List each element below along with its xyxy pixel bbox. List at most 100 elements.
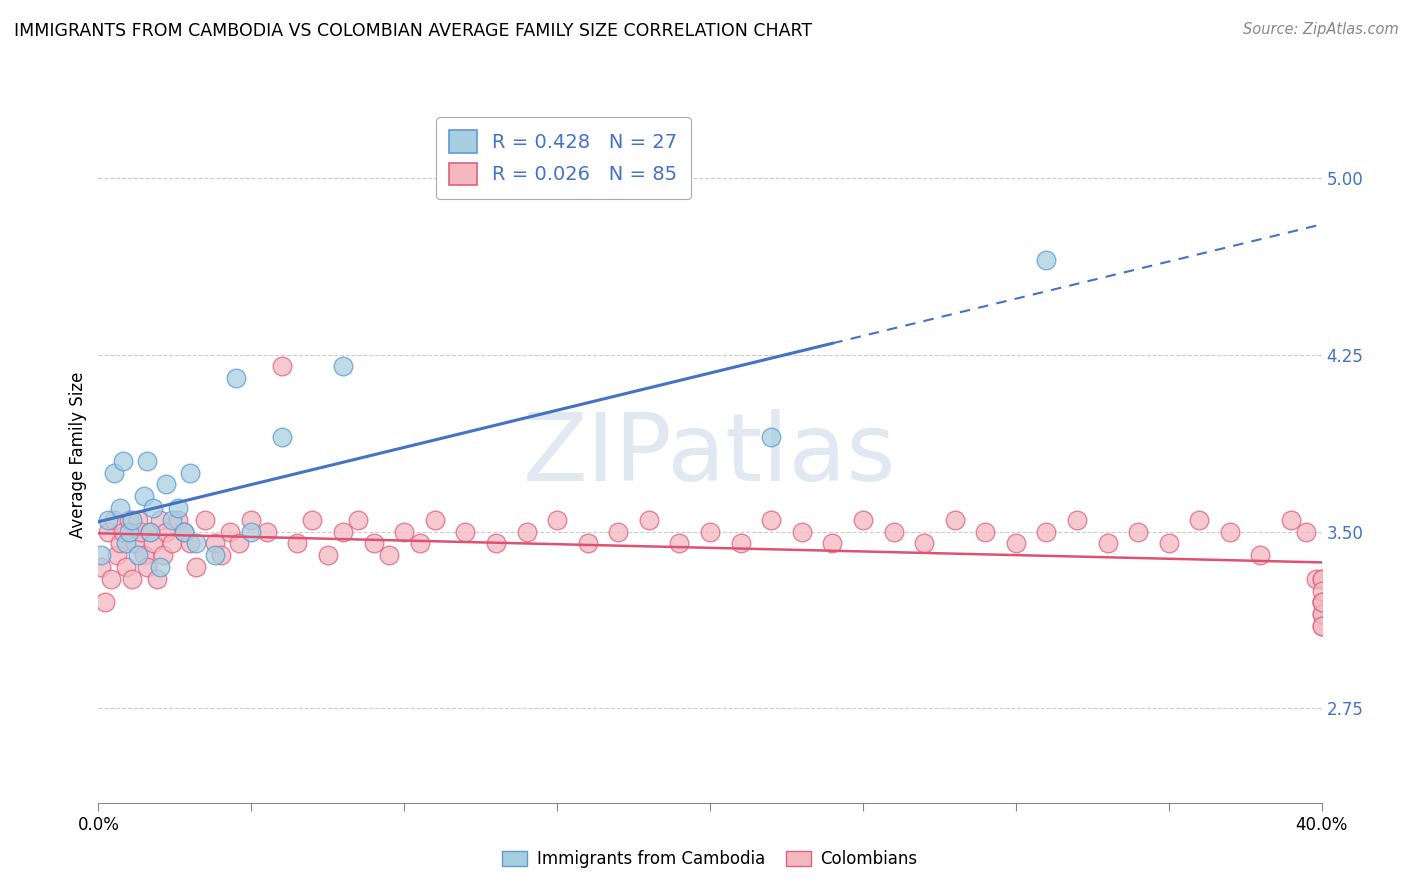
Point <box>90 560 112 574</box>
Point <box>256 524 278 539</box>
Point <box>821 536 844 550</box>
Point <box>974 524 997 539</box>
Point <box>124 536 146 550</box>
Point <box>111 524 134 539</box>
Point <box>1310 595 1333 609</box>
Point <box>118 524 141 539</box>
Point <box>136 454 159 468</box>
Point <box>516 524 538 539</box>
Point <box>105 548 128 562</box>
Point <box>155 524 177 539</box>
Point <box>316 548 339 562</box>
Point <box>759 430 782 444</box>
Point <box>1310 595 1333 609</box>
Point <box>136 560 159 574</box>
Point <box>285 536 308 550</box>
Point <box>108 500 131 515</box>
Point <box>139 524 162 539</box>
Point <box>1035 253 1057 268</box>
Point <box>270 430 292 444</box>
Point <box>149 513 172 527</box>
Point <box>454 524 477 539</box>
Point <box>115 536 138 550</box>
Point <box>1310 572 1333 586</box>
Point <box>1249 548 1271 562</box>
Point <box>134 489 156 503</box>
Point <box>127 513 149 527</box>
Point <box>160 513 183 527</box>
Text: ZIPatlas: ZIPatlas <box>523 409 897 501</box>
Point <box>668 536 690 550</box>
Point <box>129 524 152 539</box>
Point <box>209 548 232 562</box>
Point <box>118 513 141 527</box>
Point <box>392 524 416 539</box>
Point <box>103 513 125 527</box>
Point <box>204 548 226 562</box>
Point <box>1097 536 1119 550</box>
Text: IMMIGRANTS FROM CAMBODIA VS COLOMBIAN AVERAGE FAMILY SIZE CORRELATION CHART: IMMIGRANTS FROM CAMBODIA VS COLOMBIAN AV… <box>14 22 813 40</box>
Point <box>378 548 401 562</box>
Point <box>1128 524 1150 539</box>
Point <box>1066 513 1088 527</box>
Point <box>1310 619 1333 633</box>
Point <box>167 513 190 527</box>
Point <box>1310 607 1333 621</box>
Point <box>115 560 138 574</box>
Point <box>93 595 115 609</box>
Point <box>240 513 263 527</box>
Point <box>1295 524 1317 539</box>
Point <box>142 536 165 550</box>
Point <box>134 548 156 562</box>
Point <box>1219 524 1241 539</box>
Point <box>759 513 782 527</box>
Point <box>145 572 167 586</box>
Point <box>228 536 250 550</box>
Point <box>225 371 247 385</box>
Point <box>97 524 120 539</box>
Point <box>121 572 143 586</box>
Point <box>219 524 242 539</box>
Point <box>179 466 201 480</box>
Point <box>1310 595 1333 609</box>
Point <box>1310 572 1333 586</box>
Legend: Immigrants from Cambodia, Colombians: Immigrants from Cambodia, Colombians <box>496 843 924 874</box>
Point <box>1157 536 1180 550</box>
Point <box>1279 513 1302 527</box>
Point <box>576 536 599 550</box>
Point <box>1310 583 1333 598</box>
Point <box>332 524 354 539</box>
Point <box>546 513 568 527</box>
Point <box>1310 607 1333 621</box>
Point <box>186 560 208 574</box>
Point <box>637 513 661 527</box>
Point <box>179 536 201 550</box>
Point <box>155 477 177 491</box>
Point <box>97 513 120 527</box>
Point <box>160 536 183 550</box>
Point <box>90 548 112 562</box>
Point <box>852 513 875 527</box>
Point <box>152 548 174 562</box>
Point <box>790 524 813 539</box>
Point <box>1004 536 1026 550</box>
Point <box>186 536 208 550</box>
Point <box>730 536 752 550</box>
Point <box>167 500 190 515</box>
Point <box>173 524 195 539</box>
Point <box>423 513 446 527</box>
Point <box>485 536 508 550</box>
Point <box>1035 524 1057 539</box>
Point <box>270 359 292 374</box>
Text: Source: ZipAtlas.com: Source: ZipAtlas.com <box>1243 22 1399 37</box>
Point <box>1188 513 1211 527</box>
Point <box>1310 619 1333 633</box>
Point <box>1305 572 1327 586</box>
Point <box>607 524 630 539</box>
Point <box>194 513 217 527</box>
Point <box>912 536 935 550</box>
Point <box>100 572 122 586</box>
Point <box>173 524 195 539</box>
Y-axis label: Average Family Size: Average Family Size <box>69 372 87 538</box>
Point <box>204 536 226 550</box>
